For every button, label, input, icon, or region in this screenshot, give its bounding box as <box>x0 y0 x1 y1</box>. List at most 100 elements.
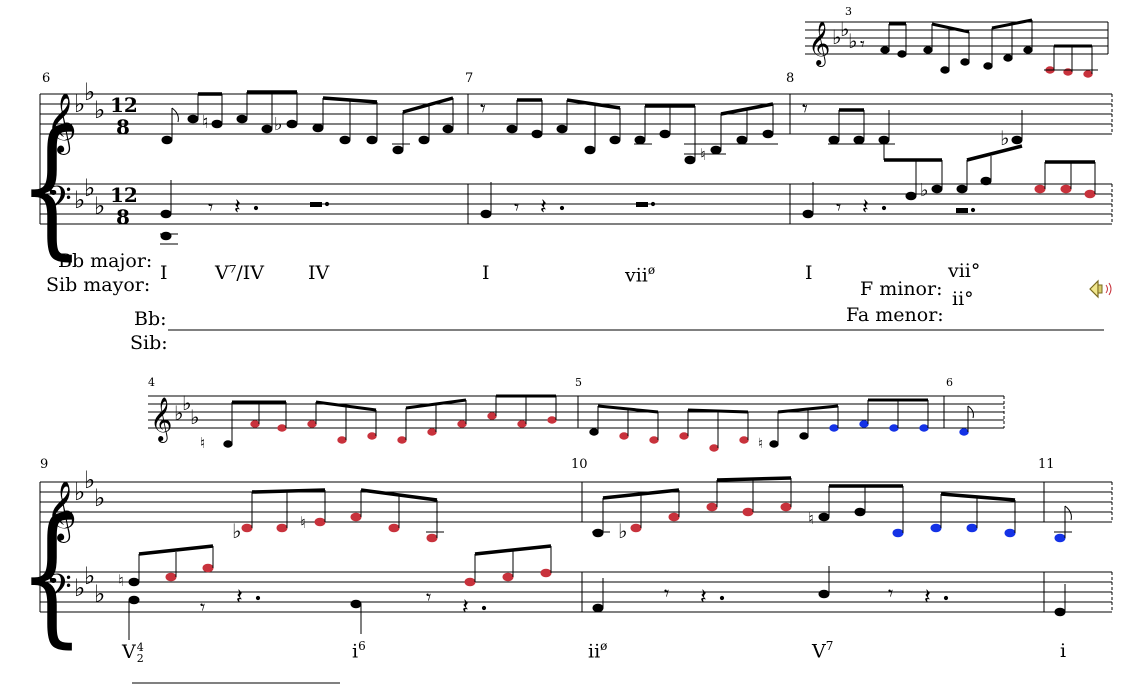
key-label-f-minor: F minor: <box>860 278 943 300</box>
excerpt-top-notes <box>880 18 1098 78</box>
measure-number: 10 <box>571 457 588 472</box>
measure-number: 6 <box>946 376 953 389</box>
speaker-icon[interactable] <box>1088 276 1118 302</box>
system-2-bass-notes: ♮ 𝄾 𝄽 𝄾 𝄽 𝄾 𝄽 𝄾 𝄽 <box>118 544 1066 640</box>
svg-text:𝄾: 𝄾 <box>888 581 893 605</box>
system-1-bass-notes: 𝄾 𝄽 𝄾 𝄽 𝄾 𝄽 ♭ <box>160 144 1096 245</box>
svg-text:𝄾: 𝄾 <box>480 97 486 122</box>
svg-text:𝄽: 𝄽 <box>462 595 469 620</box>
measure-number: 7 <box>465 71 474 86</box>
measure-number: 6 <box>42 71 51 86</box>
svg-text:♭: ♭ <box>74 574 85 602</box>
svg-text:♭: ♭ <box>84 466 95 494</box>
svg-text:♭: ♭ <box>232 519 241 543</box>
svg-text:♭: ♭ <box>84 174 95 202</box>
time-signature: 12 8 12 8 <box>110 93 138 229</box>
system-2-staves <box>39 481 1113 613</box>
svg-text:♭: ♭ <box>832 25 841 49</box>
excerpt-middle-notes: ♮ ♮ <box>200 394 974 452</box>
svg-text:♭: ♭ <box>920 180 929 201</box>
measure-number: 11 <box>1038 457 1055 472</box>
roman-numeral: V⁷/IV <box>215 262 264 284</box>
svg-text:♮: ♮ <box>118 571 124 590</box>
svg-text:♮: ♮ <box>808 509 814 528</box>
svg-text:♭: ♭ <box>182 391 191 415</box>
svg-text:𝄾: 𝄾 <box>426 585 431 609</box>
svg-text:♭: ♭ <box>74 478 85 506</box>
svg-text:♮: ♮ <box>300 513 306 532</box>
system-1-treble-notes: ♮ ♭ 𝄾 <box>161 90 1023 165</box>
roman-numeral: I <box>805 262 813 284</box>
svg-text:𝄽: 𝄽 <box>862 195 869 220</box>
key-label-bb-short: Bb: <box>134 308 167 330</box>
svg-text:♭: ♭ <box>94 484 105 512</box>
roman-numeral: i <box>1060 640 1067 662</box>
svg-text:♭: ♭ <box>840 17 849 41</box>
roman-numeral: IV <box>308 262 330 284</box>
svg-text:𝄾: 𝄾 <box>200 595 205 619</box>
svg-text:♭: ♭ <box>174 401 183 425</box>
treble-clef-icon: 𝄞 <box>46 481 77 543</box>
roman-numeral: viiø <box>625 263 656 287</box>
roman-numeral: ii° <box>952 288 974 310</box>
measure-number: 3 <box>845 5 852 18</box>
roman-numeral: vii° <box>948 260 981 282</box>
system-1-staves <box>39 93 1113 225</box>
brace-icon: { <box>18 487 85 662</box>
svg-text:𝄽: 𝄽 <box>236 585 243 610</box>
brace-icon: { <box>18 99 85 274</box>
key-label-sib-mayor: Sib mayor: <box>46 274 151 296</box>
svg-text:♭: ♭ <box>84 78 95 106</box>
bass-clef-icon: 𝄢 <box>46 180 72 226</box>
svg-text:♭: ♭ <box>848 29 857 53</box>
svg-text:𝄽: 𝄽 <box>924 585 931 610</box>
svg-text:♭: ♭ <box>1000 126 1009 150</box>
measure-number: 5 <box>575 376 582 389</box>
svg-text:𝄾: 𝄾 <box>836 195 841 219</box>
svg-text:♮: ♮ <box>758 436 763 452</box>
svg-text:♭: ♭ <box>74 90 85 118</box>
time-sig-top: 12 <box>110 93 138 117</box>
svg-text:♭: ♭ <box>618 519 627 543</box>
svg-text:𝄽: 𝄽 <box>700 585 707 610</box>
key-label-bb-major: Bb major: <box>58 250 153 272</box>
bass-clef-icon: 𝄢 <box>46 568 72 614</box>
treble-clef-icon: 𝄞 <box>46 93 77 155</box>
svg-text:𝄾: 𝄾 <box>514 195 519 219</box>
svg-text:♮: ♮ <box>202 112 208 133</box>
roman-numeral: I <box>482 262 490 284</box>
time-sig-bottom-bass: 8 <box>116 205 130 229</box>
excerpt-staff-middle <box>148 395 1005 429</box>
roman-numeral: V4 2 <box>122 641 144 665</box>
svg-text:♭: ♭ <box>84 562 95 590</box>
svg-text:♭: ♭ <box>94 580 105 608</box>
svg-text:𝄾: 𝄾 <box>860 34 865 55</box>
key-label-fa-menor: Fa menor: <box>846 304 944 326</box>
svg-text:♮: ♮ <box>200 434 205 452</box>
roman-numeral: iiø <box>588 639 608 663</box>
roman-numeral: i6 <box>352 639 366 663</box>
roman-numeral: I <box>160 262 168 284</box>
measure-number: 4 <box>148 376 155 389</box>
measure-number: 9 <box>40 457 49 472</box>
svg-text:𝄽: 𝄽 <box>540 195 547 220</box>
treble-clef-icon: 𝄞 <box>808 21 830 67</box>
svg-text:𝄾: 𝄾 <box>208 195 213 219</box>
system-2-treble-notes: ♭ ♮ ♭ ♮ <box>232 476 1072 543</box>
svg-text:𝄾: 𝄾 <box>664 581 669 605</box>
time-sig-bottom: 8 <box>116 115 130 139</box>
svg-text:♭: ♭ <box>274 114 283 135</box>
measure-number: 8 <box>786 71 795 86</box>
key-label-sib-short: Sib: <box>130 332 168 354</box>
svg-text:♭: ♭ <box>190 405 199 429</box>
svg-text:♭: ♭ <box>94 192 105 220</box>
svg-text:♭: ♭ <box>74 186 85 214</box>
time-sig-top-bass: 12 <box>110 183 138 207</box>
treble-clef-icon: 𝄞 <box>150 397 172 443</box>
svg-text:𝄽: 𝄽 <box>234 195 241 220</box>
svg-text:♭: ♭ <box>94 96 105 124</box>
roman-numeral: V7 <box>812 639 834 663</box>
notation: 𝄞 ♭ ♭ ♭ 𝄾 <box>18 17 1113 684</box>
svg-text:𝄾: 𝄾 <box>802 97 808 122</box>
